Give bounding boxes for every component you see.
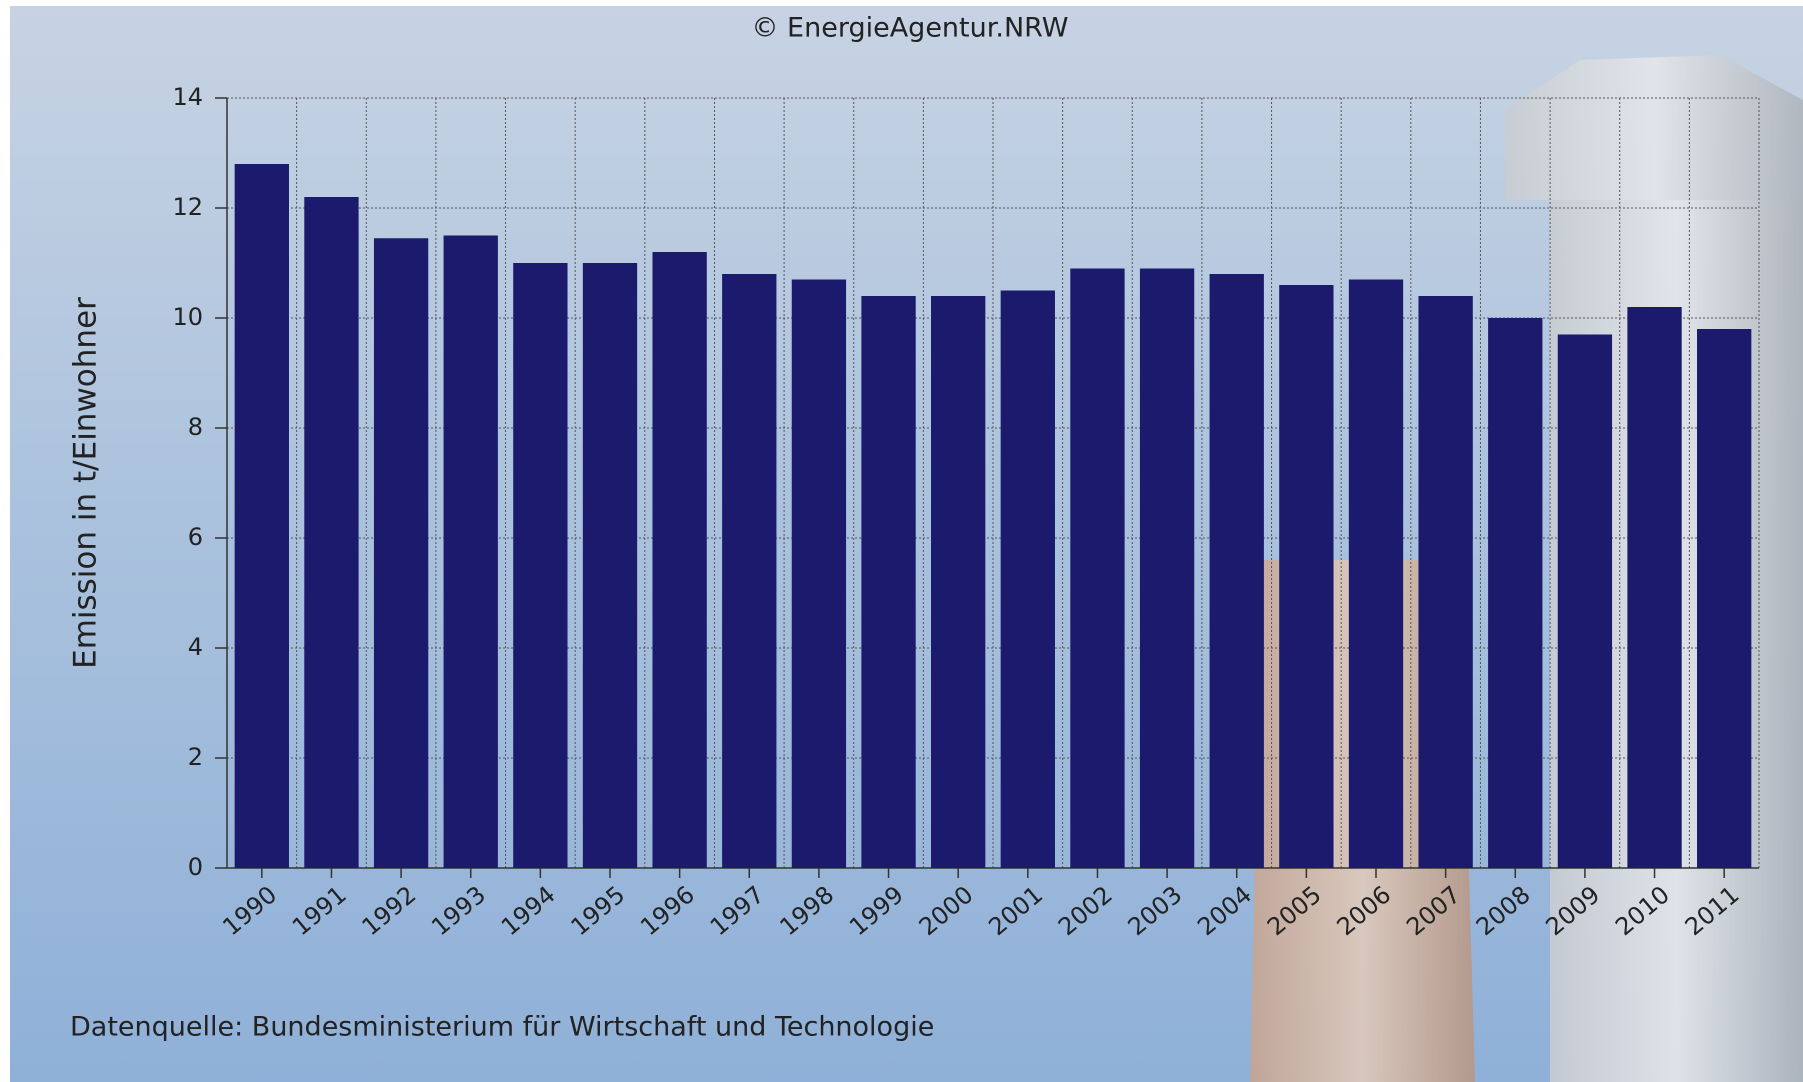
bar [722,274,776,868]
chart: 0246810121419901991199219931994199519961… [0,0,1803,1082]
y-tick-label: 12 [172,193,203,221]
y-tick-label: 2 [188,743,203,771]
bar [1210,274,1264,868]
bar [513,263,567,868]
y-tick-label: 0 [188,853,203,881]
page: 0246810121419901991199219931994199519961… [0,0,1803,1082]
credit: © EnergieAgentur.NRW [751,13,1068,44]
bar [1697,329,1751,868]
bar [1001,291,1055,869]
bar [1488,318,1542,868]
y-tick-label: 14 [172,83,203,111]
bar [931,296,985,868]
bar [1140,269,1194,869]
y-tick-label: 8 [188,413,203,441]
y-tick-label: 10 [172,303,203,331]
bar [1349,280,1403,869]
bar [792,280,846,869]
bar [444,236,498,869]
bar [1627,307,1681,868]
bar [374,238,428,868]
source: Datenquelle: Bundesministerium für Wirts… [70,1012,934,1043]
bar [1418,296,1472,868]
bar [1558,335,1612,869]
bar [235,164,289,868]
bar [652,252,706,868]
y-axis-label: Emission in t/Einwohner [68,297,104,669]
bar [1279,285,1333,868]
y-tick-label: 4 [188,633,203,661]
bar [861,296,915,868]
bar [1070,269,1124,869]
y-tick-label: 6 [188,523,203,551]
bar [583,263,637,868]
bar [304,197,358,868]
